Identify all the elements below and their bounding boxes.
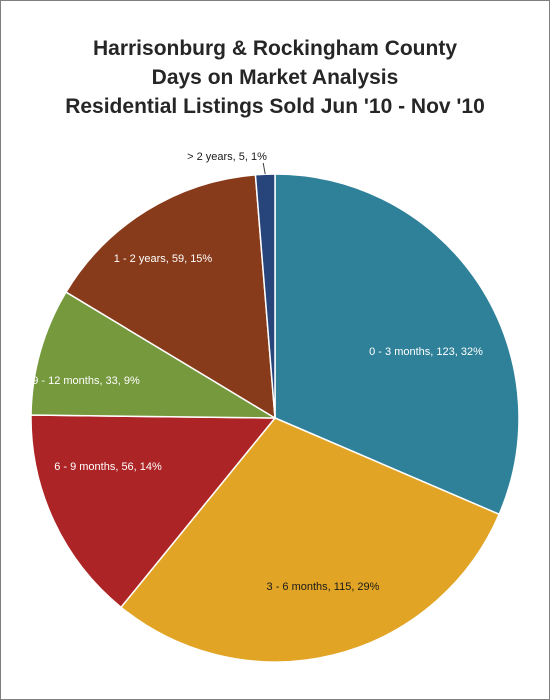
pie-slice-1 — [120, 417, 500, 663]
pie-labels: 0 - 3 months, 123, 32% 3 - 6 months, 115,… — [32, 151, 483, 593]
pie-slice-3 — [30, 291, 276, 419]
pie-label-5: > 2 years, 5, 1% — [187, 151, 267, 163]
pie-label-2: 6 - 9 months, 56, 14% — [54, 461, 162, 473]
pie-label-4: 1 - 2 years, 59, 15% — [114, 253, 213, 265]
pie-label-0: 0 - 3 months, 123, 32% — [369, 346, 483, 358]
pie-slice-0 — [274, 173, 520, 516]
pie-label-1: 3 - 6 months, 115, 29% — [267, 581, 380, 593]
pie-leader-line-5 — [262, 162, 266, 175]
chart-title-line-3: Residential Listings Sold Jun '10 - Nov … — [65, 95, 485, 118]
chart-title: Harrisonburg & Rockingham County Days on… — [0, 34, 550, 121]
chart-title-line-1: Harrisonburg & Rockingham County — [92, 37, 458, 60]
pie-slice-4 — [65, 174, 276, 419]
pie-slice-2 — [30, 414, 276, 609]
pie-label-3: 9 - 12 months, 33, 9% — [32, 375, 140, 387]
chart-title-line-2: Days on Market Analysis — [151, 66, 399, 89]
pie-slices — [30, 173, 520, 663]
